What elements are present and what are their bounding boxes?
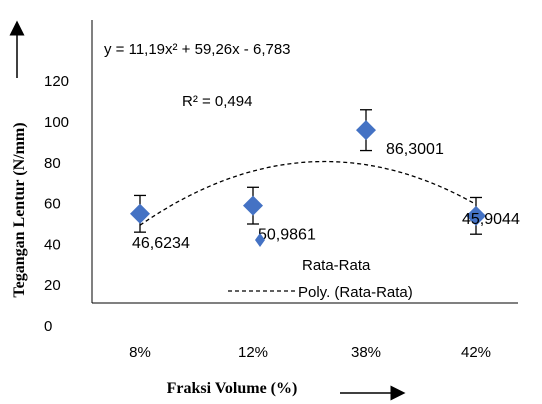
data-point xyxy=(466,205,486,226)
y-tick-labels: 0 20 40 60 80 100 120 xyxy=(44,73,69,335)
trendline-equation: y = 11,19x² + 59,26x - 6,783 xyxy=(104,41,291,58)
data-labels: 46,6234 50,9861 86,3001 45,9044 xyxy=(132,141,520,252)
data-label: 45,9044 xyxy=(462,211,520,228)
legend-marker-diamond xyxy=(255,233,265,247)
x-tick-label: 42% xyxy=(461,344,491,361)
y-tick-label: 40 xyxy=(44,236,61,253)
data-point xyxy=(130,203,150,224)
trendline-r-squared: R² = 0,494 xyxy=(182,93,252,110)
y-tick-label: 100 xyxy=(44,114,69,131)
y-tick-label: 80 xyxy=(44,155,61,172)
data-point xyxy=(356,120,376,141)
data-points xyxy=(130,120,486,226)
trendline-poly xyxy=(139,160,477,226)
x-axis-title: Fraksi Volume (%) xyxy=(167,380,298,397)
y-tick-label: 20 xyxy=(44,277,61,294)
legend: Rata-Rata Poly. (Rata-Rata) xyxy=(228,233,413,301)
x-tick-label: 38% xyxy=(351,344,381,361)
legend-label-trend: Poly. (Rata-Rata) xyxy=(298,284,413,301)
y-tick-label: 60 xyxy=(44,196,61,213)
x-tick-labels: 8% 12% 38% 42% xyxy=(129,344,491,361)
y-tick-label: 120 xyxy=(44,73,69,90)
x-tick-label: 12% xyxy=(238,344,268,361)
data-label: 50,9861 xyxy=(258,227,316,244)
data-point xyxy=(243,195,263,216)
data-label: 86,3001 xyxy=(386,141,444,158)
y-axis-title: Tegangan Lentur (N/mm) xyxy=(11,122,28,297)
data-label: 46,6234 xyxy=(132,235,190,252)
error-bars xyxy=(134,109,482,235)
legend-label-series: Rata-Rata xyxy=(302,257,371,274)
x-tick-label: 8% xyxy=(129,344,151,361)
y-tick-label: 0 xyxy=(44,318,52,335)
